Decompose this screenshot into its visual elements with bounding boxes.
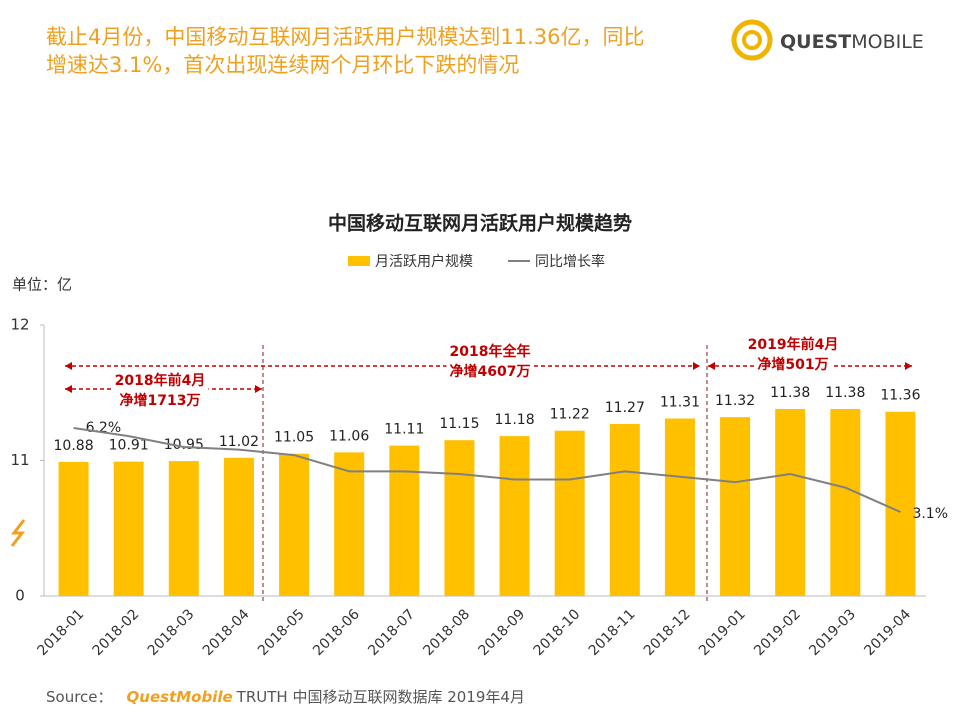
logo-text: MOBILE	[851, 31, 924, 53]
bar	[444, 440, 475, 596]
bar	[609, 423, 640, 596]
value-label: 11.31	[660, 394, 700, 410]
y-tick-label: 12	[10, 316, 29, 334]
bar	[830, 409, 861, 596]
headline: 增速达3.1%，首次出现连续两个月环比下跌的情况	[46, 53, 519, 77]
x-tick-label: 2018-07	[365, 606, 418, 659]
annotation-bg	[111, 371, 209, 391]
x-tick-label: 2018-09	[476, 606, 529, 659]
bar	[223, 457, 254, 596]
headline: 截止4月份，中国移动互联网月活跃用户规模达到11.36亿，同比	[46, 25, 644, 49]
legend-swatch	[348, 256, 370, 266]
legend-label: 月活跃用户规模	[375, 253, 473, 270]
source-brand: QuestMobile	[127, 688, 233, 706]
value-label: 11.06	[329, 428, 369, 444]
x-tick-label: 2018-03	[145, 606, 198, 659]
bar	[885, 411, 916, 596]
x-tick-label: 2019-02	[751, 606, 804, 659]
bar	[720, 417, 751, 596]
bar	[389, 445, 420, 596]
x-tick-label: 2018-10	[531, 606, 584, 659]
value-label: 11.32	[715, 393, 755, 409]
x-tick-label: 2018-02	[90, 606, 143, 659]
annotation: 2018年全年	[450, 343, 531, 360]
value-label: 11.22	[550, 407, 590, 423]
bar	[775, 409, 806, 596]
bar	[334, 452, 365, 596]
x-tick-label: 2018-05	[255, 606, 308, 659]
x-tick-label: 2019-04	[861, 606, 914, 659]
bar	[113, 461, 144, 596]
value-label: 11.15	[439, 416, 479, 432]
line	[73, 426, 901, 513]
bar	[168, 461, 199, 596]
y-tick-label: 11	[10, 451, 29, 469]
source: Source： QuestMobile TRUTH 中国移动互联网数据库 2019年…	[46, 688, 525, 706]
bar	[554, 430, 585, 596]
value-label: 11.11	[384, 422, 424, 438]
annotation: 净增1713万	[120, 392, 201, 409]
value-label: 11.18	[495, 412, 535, 428]
legend-label: 同比增长率	[535, 253, 605, 270]
x-tick-label: 2018-06	[310, 606, 363, 659]
source-label: Source：	[46, 688, 113, 706]
annotation: 净增4607万	[450, 363, 531, 380]
annotation-bg	[116, 391, 204, 411]
bar	[499, 436, 530, 596]
value-label: 11.02	[219, 434, 259, 450]
logo: QUESTMOBILE	[731, 19, 924, 61]
logo-text: QUESTMOBILE	[780, 31, 924, 53]
logo-ring	[731, 19, 773, 61]
x-tick-label: 2018-12	[641, 606, 694, 659]
value-label: 11.05	[274, 430, 314, 446]
logo-ring	[742, 30, 762, 50]
annotation: 2018年前4月	[115, 372, 206, 389]
source-text: TRUTH 中国移动互联网数据库 2019年4月	[236, 688, 525, 706]
x-tick-label: 2019-03	[806, 606, 859, 659]
value-label: 10.91	[109, 438, 149, 454]
value-label: 3.1%	[912, 506, 948, 522]
bar	[58, 461, 89, 596]
axis-break	[10, 519, 26, 547]
logo-text: QUEST	[780, 31, 851, 53]
annotation: 2019年前4月	[748, 336, 839, 353]
value-label: 10.88	[54, 438, 94, 454]
y-tick-label: 0	[15, 587, 25, 605]
annotation-bg	[744, 335, 842, 355]
x-tick-label: 2018-01	[35, 606, 88, 659]
value-label: 11.38	[825, 385, 865, 401]
x-tick-label: 2018-08	[420, 606, 473, 659]
annotation-bg	[446, 342, 534, 362]
value-label: 11.38	[770, 385, 810, 401]
value-label: 11.36	[880, 388, 920, 404]
bar	[664, 418, 695, 596]
value-label: 11.27	[605, 400, 645, 416]
x-tick-label: 2018-11	[586, 606, 639, 659]
value-label: 10.95	[164, 437, 204, 453]
annotation-bg	[446, 362, 534, 382]
annotation: 净增501万	[757, 356, 828, 373]
x-tick-label: 2018-04	[200, 606, 253, 659]
x-tick-label: 2019-01	[696, 606, 749, 659]
chart-title: 中国移动互联网月活跃用户规模趋势	[328, 212, 632, 235]
bar	[279, 453, 310, 596]
unit-label: 单位：亿	[12, 276, 72, 294]
annotation-bg	[754, 355, 832, 375]
